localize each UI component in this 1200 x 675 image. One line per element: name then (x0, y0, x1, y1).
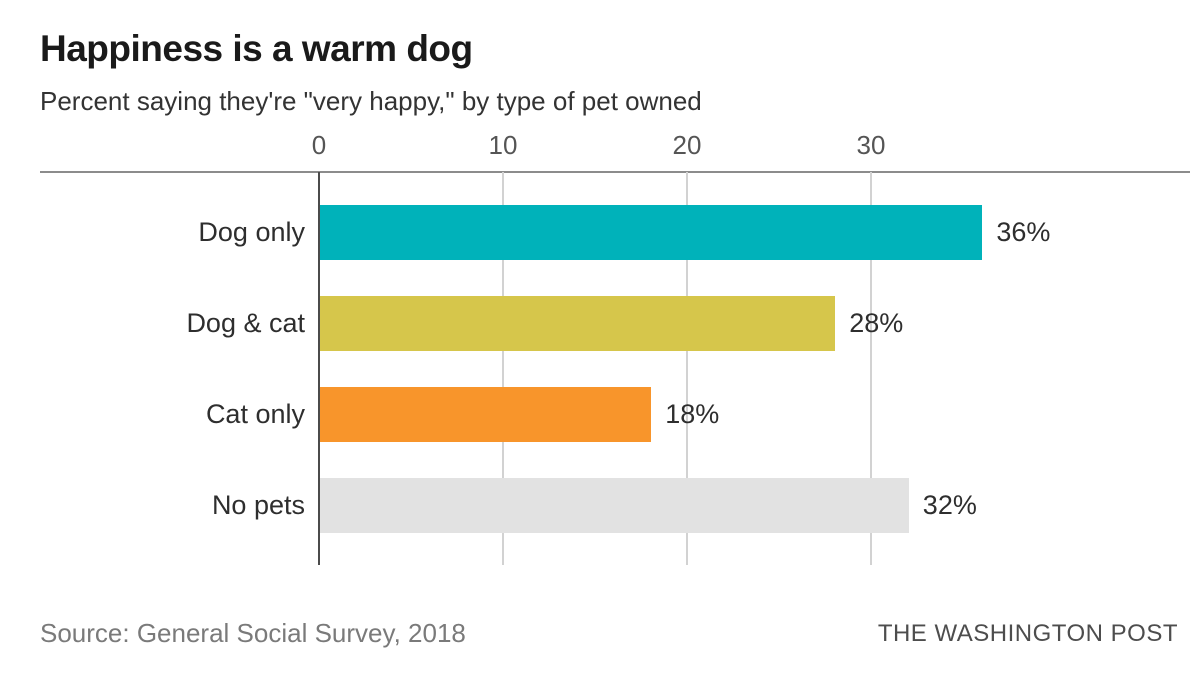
value-label: 18% (665, 399, 720, 429)
category-label: Dog & cat (186, 308, 305, 338)
value-label: 32% (922, 490, 977, 520)
bar (320, 296, 836, 351)
brand-wordmark: THE WASHINGTON POST (877, 620, 1178, 647)
gridline (686, 172, 688, 565)
bar (320, 387, 652, 442)
x-tick-label: 20 (672, 130, 702, 160)
x-tick-label: 0 (311, 130, 327, 160)
x-tick-label: 10 (488, 130, 518, 160)
axis-zero-line (318, 172, 320, 565)
bar (320, 478, 909, 533)
x-tick-label: 30 (856, 130, 886, 160)
gridline (870, 172, 872, 565)
category-label: Cat only (205, 399, 305, 429)
value-label: 28% (849, 308, 904, 338)
value-label: 36% (996, 217, 1051, 247)
chart-title: Happiness is a warm dog (40, 28, 473, 69)
category-label: No pets (211, 490, 305, 520)
gridline (502, 172, 504, 565)
source-note: Source: General Social Survey, 2018 (40, 618, 466, 648)
bar (320, 205, 983, 260)
category-label: Dog only (198, 217, 305, 247)
chart-subtitle: Percent saying they're "very happy," by … (40, 86, 702, 116)
axis-top-rule (40, 171, 1190, 173)
